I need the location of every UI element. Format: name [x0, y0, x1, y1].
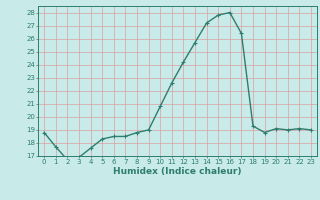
X-axis label: Humidex (Indice chaleur): Humidex (Indice chaleur) [113, 167, 242, 176]
